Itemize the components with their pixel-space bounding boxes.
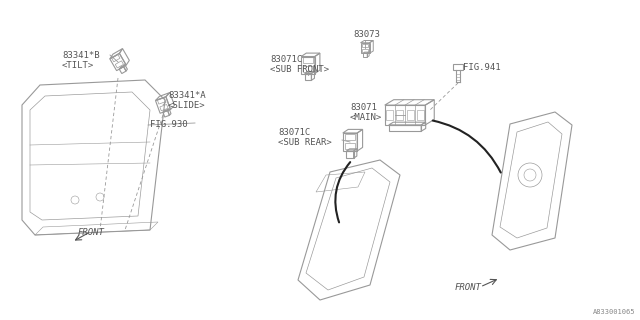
- Text: FIG.941: FIG.941: [463, 63, 500, 72]
- Text: 83071C: 83071C: [278, 128, 310, 137]
- Text: 83341*B: 83341*B: [62, 51, 100, 60]
- Text: <SUB REAR>: <SUB REAR>: [278, 138, 332, 147]
- Text: FRONT: FRONT: [78, 228, 105, 237]
- Text: 83071C: 83071C: [270, 55, 302, 64]
- Text: <SLIDE>: <SLIDE>: [168, 101, 205, 110]
- Text: FRONT: FRONT: [455, 283, 482, 292]
- Text: 83071: 83071: [350, 103, 377, 112]
- Text: 83341*A: 83341*A: [168, 91, 205, 100]
- Text: <TILT>: <TILT>: [62, 61, 94, 70]
- Text: A833001065: A833001065: [593, 309, 635, 315]
- Text: <SUB FRONT>: <SUB FRONT>: [270, 65, 329, 74]
- Text: <MAIN>: <MAIN>: [350, 113, 382, 122]
- Text: 83073: 83073: [353, 30, 380, 39]
- Text: FIG.930: FIG.930: [150, 120, 188, 129]
